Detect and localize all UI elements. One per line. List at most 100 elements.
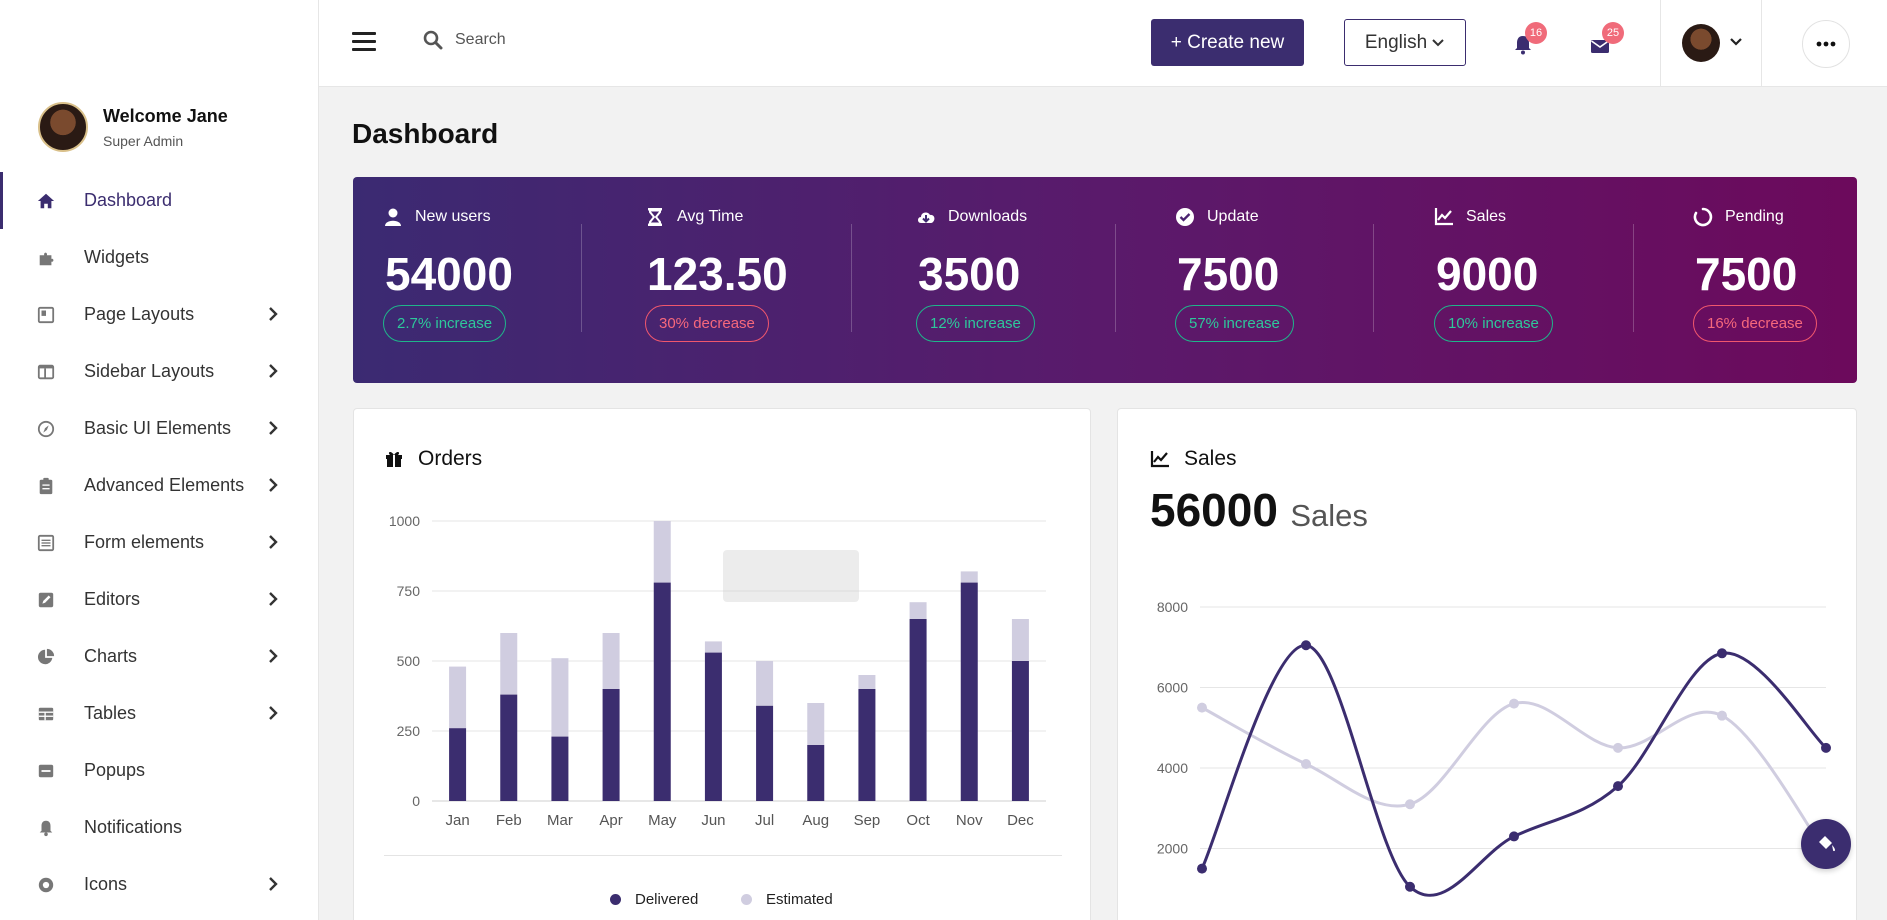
search-input[interactable]	[455, 31, 655, 49]
sales-series-2-point[interactable]	[1717, 710, 1727, 721]
y-tick-label: 4000	[1157, 760, 1188, 776]
notifications-button[interactable]: 16	[1512, 22, 1547, 60]
chevron-right-icon	[269, 649, 278, 663]
bar-delivered[interactable]	[602, 689, 620, 801]
sales-series-1-point[interactable]	[1405, 881, 1415, 892]
sidebar-item-editors[interactable]: Editors	[0, 571, 318, 628]
bar-delivered[interactable]	[858, 689, 876, 801]
sales-series-1-point[interactable]	[1509, 831, 1519, 842]
sidebar-item-popups[interactable]: Popups	[0, 742, 318, 799]
bar-delivered[interactable]	[551, 736, 569, 801]
more-options-button[interactable]	[1802, 20, 1850, 68]
bar-estimated[interactable]	[704, 641, 722, 653]
sales-series-1-line	[1200, 643, 1828, 897]
bar-estimated[interactable]	[756, 661, 774, 706]
bar-estimated[interactable]	[960, 571, 978, 583]
x-tick-label: Jun	[701, 812, 725, 829]
create-new-button[interactable]: + Create new	[1151, 19, 1304, 66]
sales-series-1-point[interactable]	[1717, 648, 1727, 659]
sidebar-item-label: Widgets	[84, 247, 150, 267]
sidebar-item-widgets[interactable]: Widgets	[0, 229, 318, 286]
stat-label: Sales	[1466, 208, 1507, 225]
stat-change-badge: 16% decrease	[1693, 305, 1817, 342]
topbar: + Create new English 16 25	[319, 0, 1887, 87]
bar-estimated[interactable]	[449, 666, 467, 729]
sidebar-item-advanced-elements[interactable]: Advanced Elements	[0, 457, 318, 514]
bar-delivered[interactable]	[449, 728, 467, 801]
profile-avatar[interactable]	[38, 102, 88, 152]
legend-estimated[interactable]: Estimated	[741, 891, 833, 908]
paint-bucket-icon	[1819, 836, 1835, 852]
bar-estimated[interactable]	[807, 703, 825, 745]
y-tick-label: 250	[397, 723, 421, 739]
chevron-right-icon	[269, 535, 278, 549]
chevron-right-icon	[269, 307, 278, 321]
envelope-icon	[1591, 40, 1609, 53]
sidebar-item-icons[interactable]: Icons	[0, 856, 318, 913]
bar-delivered[interactable]	[756, 705, 774, 801]
sales-series-1-point[interactable]	[1301, 640, 1311, 651]
sales-series-2-point[interactable]	[1301, 758, 1311, 769]
sales-series-1-point[interactable]	[1613, 781, 1623, 792]
bar-estimated[interactable]	[1011, 619, 1029, 661]
check-circle-icon	[1176, 208, 1194, 226]
stat-value: 54000	[385, 248, 513, 300]
sales-line-chart: 02000400060008000	[1157, 599, 1831, 897]
bar-delivered[interactable]	[653, 582, 671, 801]
bar-delivered[interactable]	[909, 619, 927, 801]
sidebar-item-label: Advanced Elements	[84, 475, 245, 495]
sales-card-title: Sales	[1150, 447, 1237, 471]
user-menu-chevron-icon[interactable]	[1729, 37, 1743, 47]
sidebar-item-basic-ui-elements[interactable]: Basic UI Elements	[0, 400, 318, 457]
topbar-divider	[1761, 0, 1762, 87]
sales-title-label: Sales	[1184, 447, 1237, 470]
hamburger-menu-icon[interactable]	[352, 32, 376, 52]
sales-series-2-point[interactable]	[1613, 742, 1623, 753]
chevron-right-icon	[269, 421, 278, 435]
sales-series-2-point[interactable]	[1197, 702, 1207, 713]
sales-series-2-point[interactable]	[1509, 698, 1519, 709]
sales-series-1-point[interactable]	[1821, 742, 1831, 753]
legend-delivered[interactable]: Delivered	[610, 891, 698, 908]
sidebar-menu: Dashboard Widgets Page Layouts Sidebar Layo…	[0, 172, 318, 913]
bar-estimated[interactable]	[551, 658, 569, 737]
theme-customizer-button[interactable]	[1801, 819, 1851, 869]
sidebar-item-label: Page Layouts	[84, 304, 195, 324]
welcome-text: Welcome Jane	[103, 105, 228, 126]
stat-divider	[581, 224, 582, 332]
topbar-divider	[1660, 0, 1661, 87]
bar-delivered[interactable]	[500, 694, 518, 801]
bar-estimated[interactable]	[858, 675, 876, 689]
sidebar-item-label: Charts	[84, 646, 138, 666]
sales-series-1-point[interactable]	[1197, 863, 1207, 874]
bar-delivered[interactable]	[1011, 661, 1029, 801]
legend-estimated-swatch	[741, 894, 752, 905]
sidebar-item-charts[interactable]: Charts	[0, 628, 318, 685]
sidebar-item-page-layouts[interactable]: Page Layouts	[0, 286, 318, 343]
orders-bar-chart: 0 250 500 750 1000 Jan Feb Mar Apr May Jun Jul Aug Se…	[389, 513, 1046, 829]
orders-title-label: Orders	[418, 447, 483, 470]
clipboard-icon	[36, 476, 56, 496]
user-avatar[interactable]	[1682, 24, 1720, 62]
sidebar-item-notifications[interactable]: Notifications	[0, 799, 318, 856]
bar-estimated[interactable]	[500, 633, 518, 695]
bell-icon	[36, 818, 56, 838]
bar-estimated[interactable]	[602, 633, 620, 689]
user-role: Super Admin	[103, 132, 184, 149]
bar-delivered[interactable]	[704, 652, 722, 801]
bar-delivered[interactable]	[807, 745, 825, 801]
stats-banner: New users 54000 2.7% increase Avg Time 123.5…	[353, 177, 1857, 383]
language-select[interactable]: English	[1344, 19, 1466, 66]
bar-estimated[interactable]	[653, 521, 671, 583]
sidebar-item-label: Notifications	[84, 817, 183, 837]
sidebar-item-sidebar-layouts[interactable]: Sidebar Layouts	[0, 343, 318, 400]
x-tick-label: Nov	[956, 812, 983, 829]
bar-delivered[interactable]	[960, 582, 978, 801]
sidebar-item-dashboard[interactable]: Dashboard	[0, 172, 318, 229]
messages-button[interactable]: 25	[1589, 22, 1624, 60]
sidebar-item-label: Popups	[84, 760, 146, 780]
sales-series-2-point[interactable]	[1405, 799, 1415, 810]
sidebar-item-form-elements[interactable]: Form elements	[0, 514, 318, 571]
sidebar-item-tables[interactable]: Tables	[0, 685, 318, 742]
bar-estimated[interactable]	[909, 602, 927, 619]
